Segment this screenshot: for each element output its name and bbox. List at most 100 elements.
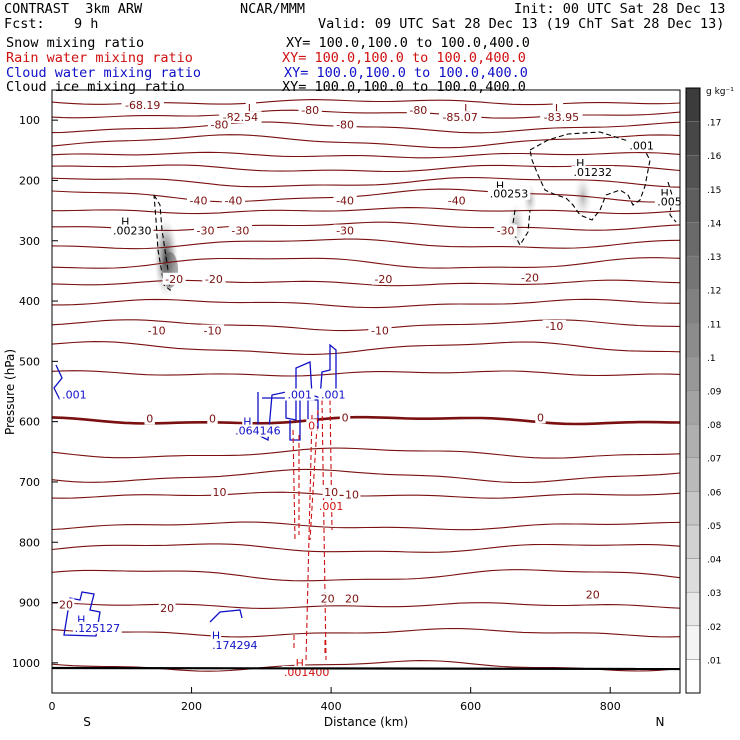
cloud-water-label-backdrop	[318, 388, 349, 401]
temperature-label: -30	[231, 225, 249, 238]
colorbar-swatch	[685, 457, 701, 492]
temperature-label: -20	[521, 272, 539, 285]
cloud-water-label-backdrop	[72, 621, 122, 634]
colorbar-swatch	[685, 323, 701, 358]
temperature-label: 0	[146, 413, 153, 426]
cloud-water-label-backdrop	[242, 415, 253, 428]
colorbar-swatch	[685, 659, 701, 694]
temperature-label: -30	[336, 225, 354, 238]
temperature-label-backdrop	[211, 486, 228, 499]
cloud-water-label-backdrop	[76, 613, 87, 626]
rain-label: 0	[308, 419, 315, 432]
rain-water-contour	[305, 414, 313, 661]
temperature-label-backdrop	[333, 224, 357, 237]
temperature-label: 20	[345, 592, 359, 605]
temperature-label-backdrop	[193, 224, 218, 237]
y-tick-label: 200	[19, 174, 40, 187]
temperature-label: -40	[224, 194, 242, 207]
snow-label-backdrop	[494, 179, 506, 192]
colorbar-swatch	[685, 524, 701, 559]
temperature-contour	[52, 188, 680, 203]
y-tick-label: 400	[19, 295, 40, 308]
colorbar-swatch	[685, 255, 701, 290]
temperature-contour	[52, 319, 680, 332]
valid-time: Valid: 09 UTC Sat 28 Dec 13 (19 ChT Sat …	[318, 16, 725, 32]
temperature-label: 20	[586, 589, 600, 602]
y-tick-label: 800	[19, 536, 40, 549]
colorbar-swatch	[685, 625, 701, 660]
snow-label-backdrop	[575, 156, 586, 169]
cloud-water-label: H	[243, 416, 251, 429]
temperature-label: L	[555, 102, 562, 115]
plot-frame	[51, 89, 681, 694]
y-tick-label: 300	[19, 235, 40, 248]
rain-water-contour	[292, 429, 296, 541]
colorbar-label: .11	[707, 320, 721, 330]
snow-label-backdrop	[571, 166, 614, 179]
temperature-label-backdrop	[518, 271, 542, 284]
temperature-label-backdrop	[158, 601, 176, 614]
temperature-contour	[52, 134, 680, 149]
temperature-label: -20	[374, 273, 392, 286]
snow-label: .00230	[113, 225, 152, 238]
temperature-label-backdrop	[371, 272, 396, 285]
temperature-label: -40	[190, 194, 208, 207]
model-title: CONTRAST 3km ARW	[4, 1, 143, 17]
temperature-label: 20	[59, 598, 73, 611]
rain-label-backdrop	[306, 419, 317, 432]
cloud-water-label-backdrop	[210, 629, 222, 642]
x-tick-label: 800	[600, 700, 621, 713]
x-end-label-south: S	[83, 715, 91, 729]
snow-label: .00253	[490, 188, 529, 201]
snow-label: H	[121, 215, 129, 228]
temperature-label-backdrop	[207, 412, 218, 425]
temperature-label: 0	[537, 411, 544, 424]
y-tick-label: 500	[19, 355, 40, 368]
colorbar-swatch	[685, 390, 701, 425]
temperature-contour	[52, 569, 680, 582]
snow-label-backdrop	[654, 195, 685, 208]
org-label: NCAR/MMM	[240, 1, 306, 17]
rain-label: .001	[319, 500, 344, 513]
colorbar-label: .03	[707, 589, 721, 599]
temperature-label-backdrop	[319, 592, 337, 605]
temperature-label: -80	[210, 118, 228, 131]
cloud-water-label: .001	[321, 389, 346, 402]
colorbar-swatch	[685, 491, 701, 526]
temperature-label: 10	[212, 486, 226, 499]
x-tick-label: 0	[49, 700, 56, 713]
colorbar-label: .15	[707, 186, 721, 196]
temperature-label-backdrop	[493, 224, 518, 237]
temperature-label: 0	[209, 413, 216, 426]
temperature-label: -82.54	[223, 111, 258, 124]
temperature-label-backdrop	[221, 194, 246, 207]
temperature-label: 10	[324, 486, 338, 499]
colorbar-label: .06	[707, 488, 722, 498]
temperature-label-backdrop	[333, 118, 357, 131]
field-rain-xy: XY= 100.0,100.0 to 100.0,400.0	[282, 50, 526, 66]
x-end-label-north: N	[656, 715, 665, 729]
colorbar-label: .09	[707, 388, 722, 398]
y-tick-label: 600	[19, 416, 40, 429]
temperature-label: -20	[165, 273, 183, 286]
snow-core	[574, 175, 592, 219]
temperature-contour	[52, 468, 680, 484]
temperature-label: -68.19	[125, 99, 160, 112]
cloud-water-contour	[307, 399, 319, 429]
rain-water-contour	[321, 399, 327, 661]
temperature-label-backdrop	[228, 224, 252, 237]
contour-labels: -68.19 L-82.54L-85.07L-83.95-80-80-80-80-…	[57, 99, 685, 679]
temperature-contour	[52, 298, 680, 309]
x-axis: 0 200 400 600 800	[49, 687, 621, 713]
temperature-label-backdrop	[186, 194, 211, 207]
temperature-label-backdrop	[298, 103, 322, 116]
cloud-water-label-backdrop	[59, 388, 90, 401]
temperature-contour	[52, 341, 680, 355]
temperature-label-backdrop	[461, 102, 473, 115]
y-tick-label: 700	[19, 476, 40, 489]
snow-label-backdrop	[626, 139, 657, 152]
temperature-label: L	[464, 102, 471, 115]
init-time: Init: 00 UTC Sat 28 Dec 13	[514, 1, 726, 17]
y-tick-label: 100	[19, 114, 40, 127]
